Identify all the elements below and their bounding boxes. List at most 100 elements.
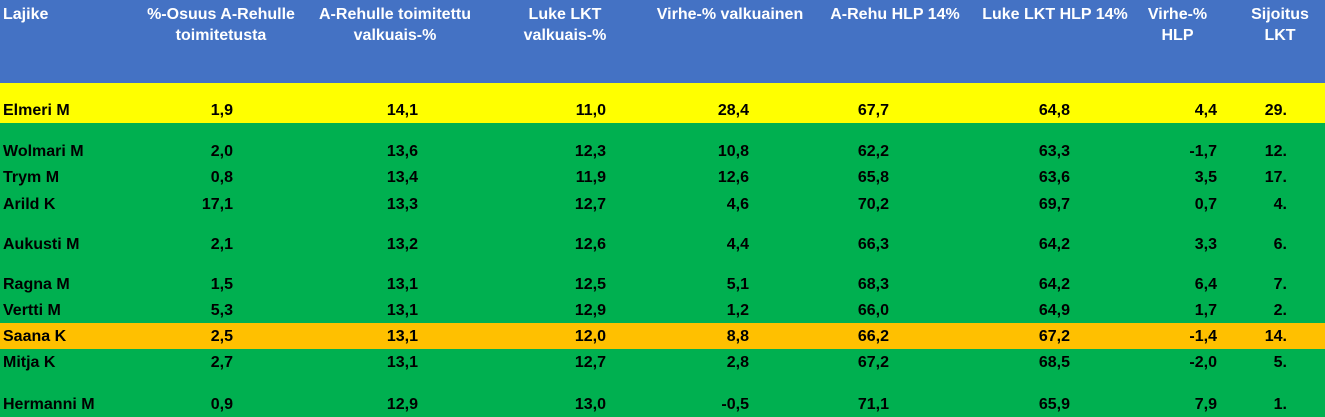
- value-cell: 17,1: [202, 195, 233, 215]
- value-cell: 1,7: [1195, 301, 1217, 321]
- value-cell: 1,2: [727, 301, 749, 321]
- value-cell: 13,1: [387, 275, 418, 295]
- value-cell: 4,4: [727, 235, 749, 255]
- value-cell: 1.: [1274, 395, 1287, 415]
- value-cell: 12,6: [575, 235, 606, 255]
- value-cell: 12,6: [718, 168, 749, 188]
- table-row: Arild K17,113,312,74,670,269,70,74.: [0, 190, 1325, 217]
- value-cell: 71,1: [858, 395, 889, 415]
- value-cell: 11,9: [576, 168, 606, 188]
- value-cell: -0,5: [721, 395, 749, 415]
- variety-cell: Wolmari M: [3, 142, 84, 162]
- value-cell: 68,3: [858, 275, 889, 295]
- table-row: Mitja K2,713,112,72,867,268,5-2,05.: [0, 349, 1325, 375]
- value-cell: 62,2: [858, 142, 889, 162]
- value-cell: 7,9: [1195, 395, 1217, 415]
- table-row: Trym M 0,8 13,4 11,9 12,6 65,8 63,6 3,5 17.: [0, 164, 1325, 190]
- value-cell: 29.: [1265, 101, 1287, 121]
- value-cell: 13,4: [387, 168, 418, 188]
- header-cell: A-Rehu HLP 14%: [820, 4, 970, 25]
- header-cell: Sijoitus LKT: [1240, 4, 1320, 46]
- table-row: Hermanni M0,912,913,0-0,571,165,97,91.: [0, 375, 1325, 417]
- value-cell: 66,3: [858, 235, 889, 255]
- variety-cell: Ragna M: [3, 275, 70, 295]
- value-cell: 12,9: [387, 395, 418, 415]
- value-cell: 13,1: [387, 327, 418, 347]
- value-cell: 11,0: [576, 101, 606, 121]
- value-cell: 67,2: [858, 353, 889, 373]
- table-row: Elmeri M1,914,111,028,467,764,84,429.: [0, 83, 1325, 123]
- value-cell: 4.: [1274, 195, 1287, 215]
- variety-cell: Aukusti M: [3, 235, 79, 255]
- value-cell: 13,2: [387, 235, 418, 255]
- value-cell: 69,7: [1039, 195, 1070, 215]
- header-cell: Luke LKT valkuais-%: [500, 4, 630, 46]
- value-cell: 12.: [1265, 142, 1287, 162]
- header-cell: Lajike: [3, 4, 133, 25]
- value-cell: 17.: [1265, 168, 1287, 188]
- variety-cell: Saana K: [3, 327, 66, 347]
- value-cell: 12,5: [575, 275, 606, 295]
- value-cell: 0,9: [211, 395, 233, 415]
- table-row: Vertti M5,313,112,91,266,064,91,72.: [0, 297, 1325, 323]
- value-cell: 10,8: [718, 142, 749, 162]
- value-cell: 66,2: [858, 327, 889, 347]
- value-cell: 6.: [1274, 235, 1287, 255]
- value-cell: 12,7: [575, 195, 606, 215]
- variety-cell: Trym M: [3, 168, 59, 188]
- header-row: Lajike%-Osuus A-Rehulle toimitetustaA-Re…: [0, 0, 1325, 83]
- variety-cell: Arild K: [3, 195, 55, 215]
- value-cell: 28,4: [718, 101, 749, 121]
- header-cell: A-Rehulle toimitettu valkuais-%: [305, 4, 485, 46]
- value-cell: 64,2: [1039, 275, 1070, 295]
- value-cell: 2,7: [211, 353, 233, 373]
- value-cell: 65,8: [858, 168, 889, 188]
- value-cell: 2,0: [211, 142, 233, 162]
- header-cell: Virhe-% valkuainen: [640, 4, 820, 25]
- value-cell: 5,1: [727, 275, 749, 295]
- value-cell: 64,2: [1039, 235, 1070, 255]
- header-cell: Luke LKT HLP 14%: [980, 4, 1130, 25]
- value-cell: 4,6: [727, 195, 749, 215]
- value-cell: -1,4: [1189, 327, 1217, 347]
- value-cell: 12,7: [575, 353, 606, 373]
- value-cell: 2.: [1274, 301, 1287, 321]
- variety-cell: Mitja K: [3, 353, 55, 373]
- value-cell: 12,0: [575, 327, 606, 347]
- value-cell: 67,7: [858, 101, 889, 121]
- table-row: Aukusti M 2,1 13,2 12,6 4,4 66,3 64,2 3,3 6.: [0, 217, 1325, 257]
- value-cell: 0,8: [211, 168, 233, 188]
- value-cell: 4,4: [1195, 101, 1217, 121]
- value-cell: 66,0: [858, 301, 889, 321]
- header-cell: Virhe-% HLP: [1135, 4, 1220, 46]
- value-cell: 3,5: [1195, 168, 1217, 188]
- value-cell: 12,3: [575, 142, 606, 162]
- value-cell: 2,5: [211, 327, 233, 347]
- value-cell: 12,9: [575, 301, 606, 321]
- value-cell: 13,1: [387, 353, 418, 373]
- value-cell: 6,4: [1195, 275, 1217, 295]
- value-cell: 70,2: [858, 195, 889, 215]
- variety-cell: Hermanni M: [3, 395, 95, 415]
- table-row: Saana K2,513,112,08,866,267,2-1,414.: [0, 323, 1325, 349]
- value-cell: 13,6: [387, 142, 418, 162]
- value-cell: 14.: [1265, 327, 1287, 347]
- value-cell: -1,7: [1189, 142, 1217, 162]
- value-cell: 63,6: [1039, 168, 1070, 188]
- value-cell: 2,1: [211, 235, 233, 255]
- value-cell: 63,3: [1039, 142, 1070, 162]
- value-cell: 3,3: [1195, 235, 1217, 255]
- value-cell: 13,1: [387, 301, 418, 321]
- table-row: Wolmari M 2,0 13,6 12,3 10,8 62,2 63,3 -1,7 12.: [0, 123, 1325, 164]
- value-cell: 1,5: [211, 275, 233, 295]
- value-cell: 2,8: [727, 353, 749, 373]
- header-cell: %-Osuus A-Rehulle toimitetusta: [135, 4, 307, 46]
- variety-cell: Vertti M: [3, 301, 61, 321]
- value-cell: 1,9: [211, 101, 233, 121]
- variety-cell: Elmeri M: [3, 101, 70, 121]
- value-cell: 68,5: [1039, 353, 1070, 373]
- value-cell: 64,9: [1039, 301, 1070, 321]
- value-cell: 5.: [1274, 353, 1287, 373]
- value-cell: 13,0: [575, 395, 606, 415]
